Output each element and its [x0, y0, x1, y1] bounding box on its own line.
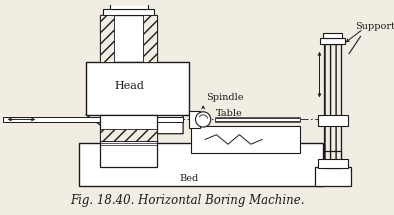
Bar [100, 115, 157, 167]
Bar [110, 4, 148, 9]
Bar [215, 118, 300, 121]
Bar [86, 62, 189, 115]
Bar [323, 33, 342, 38]
Bar [315, 167, 351, 186]
Circle shape [195, 112, 211, 127]
Polygon shape [86, 115, 183, 134]
Bar [189, 111, 200, 128]
Bar [100, 15, 157, 62]
Bar [318, 115, 348, 126]
Text: Spindle: Spindle [206, 93, 243, 102]
Text: Bed: Bed [179, 174, 199, 183]
Text: Support: Support [355, 22, 394, 31]
Bar [143, 15, 157, 62]
Bar [100, 15, 114, 62]
Bar [320, 38, 345, 44]
Text: Fig. 18.40. Horizontal Boring Machine.: Fig. 18.40. Horizontal Boring Machine. [71, 194, 305, 207]
Bar [318, 158, 348, 168]
Bar [3, 117, 183, 122]
Bar [324, 44, 342, 168]
Bar [103, 9, 154, 15]
Text: Head: Head [114, 81, 144, 91]
Bar [79, 143, 323, 186]
Bar [191, 126, 300, 153]
Text: Table: Table [216, 109, 242, 118]
Bar [100, 129, 157, 141]
Bar [324, 151, 342, 168]
